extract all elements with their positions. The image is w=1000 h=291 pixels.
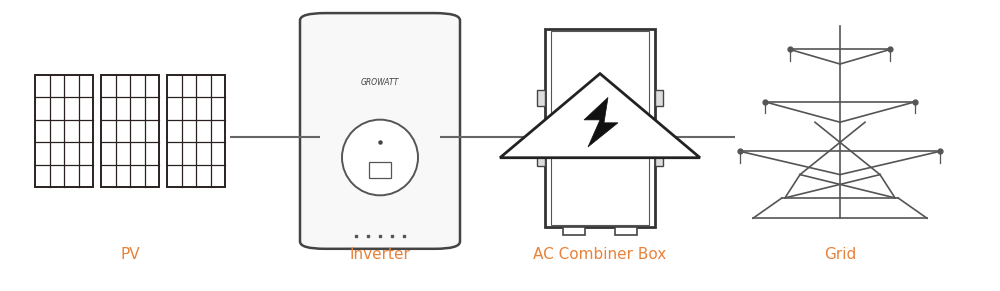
Bar xyxy=(369,162,391,178)
Bar xyxy=(615,227,637,235)
Text: GROWATT: GROWATT xyxy=(361,78,399,87)
Text: PV: PV xyxy=(120,247,140,262)
Bar xyxy=(655,90,663,107)
Bar xyxy=(551,31,649,225)
Text: Grid: Grid xyxy=(824,247,856,262)
Bar xyxy=(167,75,225,187)
Bar xyxy=(563,227,585,235)
Polygon shape xyxy=(500,74,700,158)
Bar xyxy=(655,150,663,166)
Bar xyxy=(537,90,545,107)
Bar xyxy=(101,75,159,187)
Bar xyxy=(537,150,545,166)
FancyBboxPatch shape xyxy=(300,13,460,249)
Text: AC Combiner Box: AC Combiner Box xyxy=(533,247,667,262)
Bar xyxy=(35,75,93,187)
Bar xyxy=(545,29,655,227)
Text: Inverter: Inverter xyxy=(350,247,410,262)
Ellipse shape xyxy=(342,120,418,195)
Polygon shape xyxy=(584,97,618,147)
